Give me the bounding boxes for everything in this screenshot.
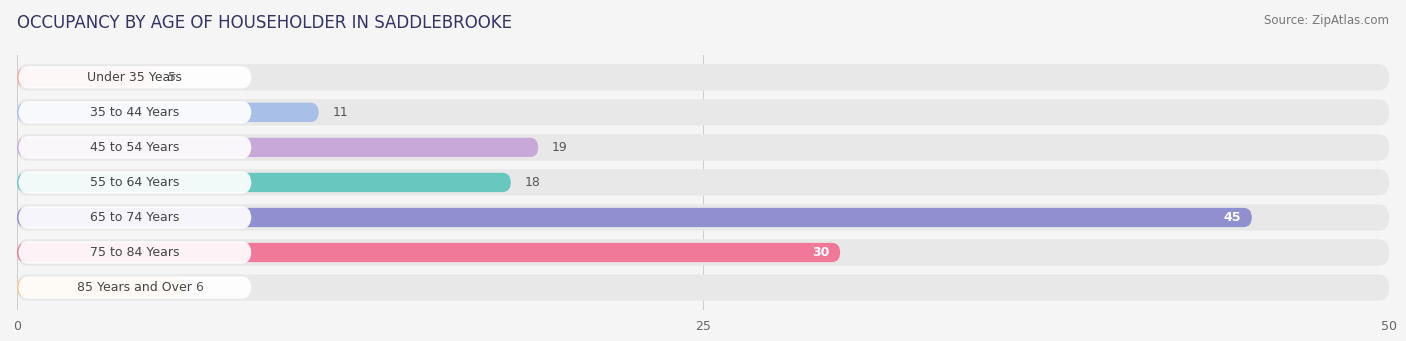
Text: 65 to 74 Years: 65 to 74 Years (90, 211, 180, 224)
FancyBboxPatch shape (17, 169, 1389, 196)
FancyBboxPatch shape (17, 64, 1389, 90)
Text: 35 to 44 Years: 35 to 44 Years (90, 106, 180, 119)
Text: 75 to 84 Years: 75 to 84 Years (90, 246, 180, 259)
FancyBboxPatch shape (17, 208, 1251, 227)
FancyBboxPatch shape (17, 243, 841, 262)
Text: 55 to 64 Years: 55 to 64 Years (90, 176, 180, 189)
FancyBboxPatch shape (18, 66, 252, 89)
Text: Under 35 Years: Under 35 Years (87, 71, 183, 84)
Text: 11: 11 (332, 106, 349, 119)
FancyBboxPatch shape (18, 171, 252, 194)
FancyBboxPatch shape (18, 276, 252, 299)
Text: 18: 18 (524, 176, 540, 189)
Text: 45: 45 (1223, 211, 1241, 224)
FancyBboxPatch shape (17, 134, 1389, 161)
FancyBboxPatch shape (18, 241, 252, 264)
Text: 6: 6 (195, 281, 202, 294)
FancyBboxPatch shape (17, 239, 1389, 266)
Text: 30: 30 (811, 246, 830, 259)
FancyBboxPatch shape (18, 136, 252, 159)
Text: 85 Years and Over: 85 Years and Over (77, 281, 193, 294)
FancyBboxPatch shape (17, 99, 1389, 125)
FancyBboxPatch shape (18, 101, 252, 123)
Text: 5: 5 (167, 71, 176, 84)
FancyBboxPatch shape (17, 275, 1389, 301)
FancyBboxPatch shape (17, 278, 181, 297)
FancyBboxPatch shape (17, 138, 538, 157)
Text: 19: 19 (553, 141, 568, 154)
Text: OCCUPANCY BY AGE OF HOUSEHOLDER IN SADDLEBROOKE: OCCUPANCY BY AGE OF HOUSEHOLDER IN SADDL… (17, 14, 512, 32)
Text: 45 to 54 Years: 45 to 54 Years (90, 141, 180, 154)
FancyBboxPatch shape (18, 206, 252, 228)
FancyBboxPatch shape (17, 204, 1389, 231)
FancyBboxPatch shape (17, 103, 319, 122)
FancyBboxPatch shape (17, 173, 510, 192)
Text: Source: ZipAtlas.com: Source: ZipAtlas.com (1264, 14, 1389, 27)
FancyBboxPatch shape (17, 68, 155, 87)
